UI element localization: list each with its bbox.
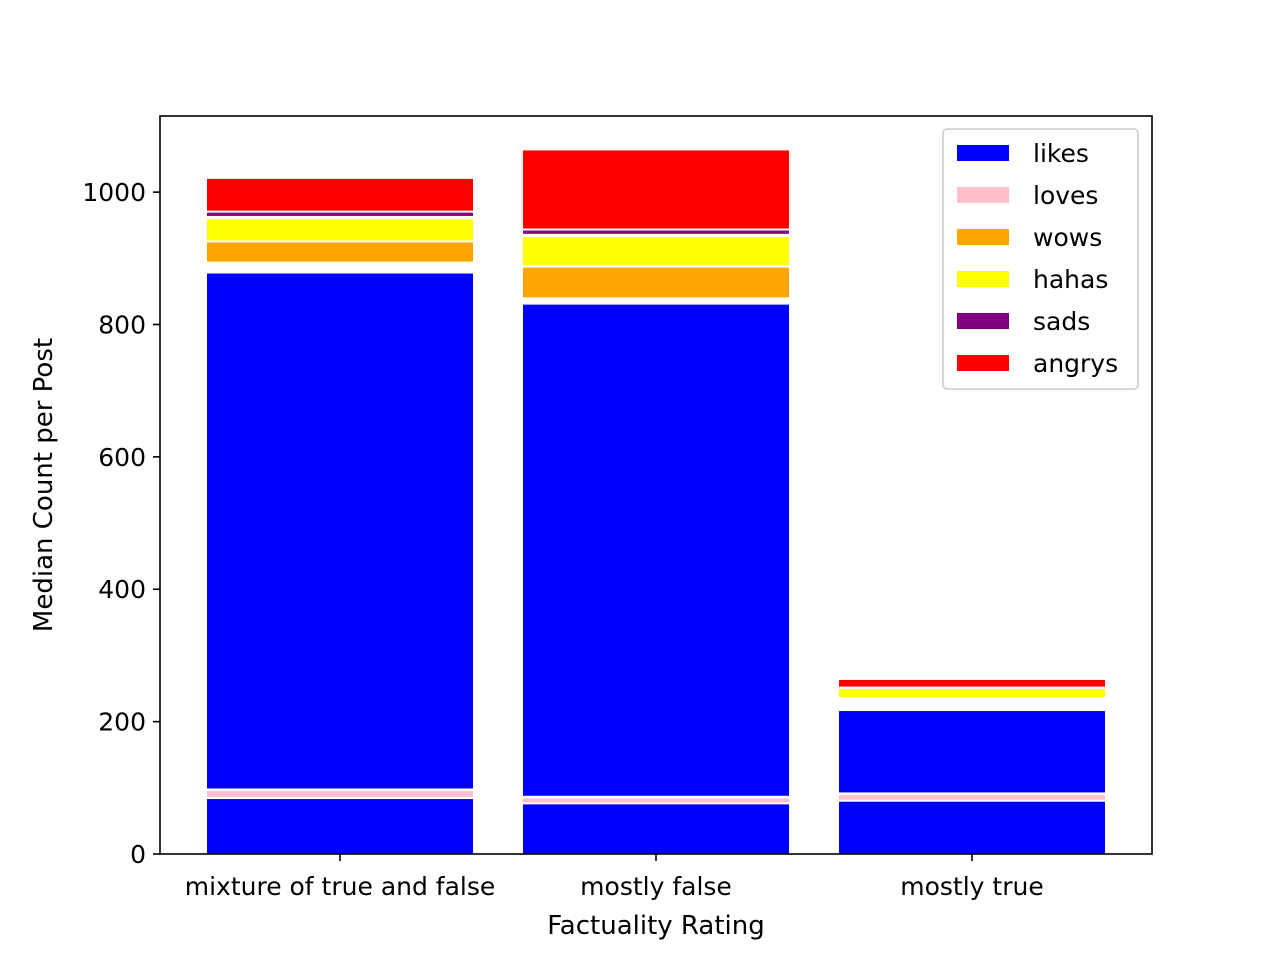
bar-segment-hahas-cat1-4 bbox=[523, 237, 789, 265]
bar-segment-likes-cat1-0 bbox=[523, 804, 789, 854]
legend-swatch-hahas bbox=[957, 271, 1009, 287]
bar-segment-sads-cat1-5 bbox=[523, 230, 789, 234]
bar-segment-likes-cat2-0 bbox=[839, 801, 1105, 854]
y-tick-label: 0 bbox=[130, 840, 146, 869]
legend-label-wows: wows bbox=[1033, 223, 1102, 252]
bar-segment-wows-cat0-3 bbox=[207, 242, 473, 262]
bar-segment-likes-cat0-0 bbox=[207, 799, 473, 854]
y-tick-label: 400 bbox=[98, 575, 146, 604]
legend-swatch-wows bbox=[957, 229, 1009, 245]
x-tick-label: mostly false bbox=[580, 872, 732, 901]
x-axis-label: Factuality Rating bbox=[547, 911, 765, 941]
legend-label-hahas: hahas bbox=[1033, 265, 1108, 294]
bar-segment-angrys-cat1-6 bbox=[523, 150, 789, 229]
legend: likes loves wows hahas sads angrys bbox=[942, 128, 1139, 390]
x-tick-label: mostly true bbox=[900, 872, 1043, 901]
y-axis-label: Median Count per Post bbox=[29, 338, 59, 632]
bar-segment-loves-cat0-1 bbox=[207, 791, 473, 798]
bar-segment-likes-cat2-2 bbox=[839, 711, 1105, 793]
bar-segment-wows-cat1-3 bbox=[523, 267, 789, 298]
bar-segment-loves-cat1-1 bbox=[523, 798, 789, 803]
legend-label-loves: loves bbox=[1033, 181, 1098, 210]
x-axis: mixture of true and false mostly false mos… bbox=[185, 854, 1044, 901]
bar-segment-likes-cat1-2 bbox=[523, 304, 789, 796]
y-tick-label: 200 bbox=[98, 708, 146, 737]
legend-label-likes: likes bbox=[1033, 139, 1089, 168]
legend-label-sads: sads bbox=[1033, 307, 1090, 336]
legend-swatch-likes bbox=[957, 145, 1009, 161]
bar-segment-hahas-cat0-4 bbox=[207, 219, 473, 241]
bar-segment-loves-cat2-1 bbox=[839, 795, 1105, 800]
bar-segment-sads-cat0-5 bbox=[207, 212, 473, 216]
legend-swatch-sads bbox=[957, 313, 1009, 329]
legend-label-angrys: angrys bbox=[1033, 349, 1118, 378]
legend-swatch-loves bbox=[957, 187, 1009, 203]
y-tick-label: 1000 bbox=[82, 178, 146, 207]
bar-segment-angrys-cat2-4 bbox=[839, 679, 1105, 687]
y-tick-label: 600 bbox=[98, 443, 146, 472]
legend-swatch-angrys bbox=[957, 355, 1009, 371]
x-tick-label: mixture of true and false bbox=[185, 872, 496, 901]
bar-segment-likes-cat0-2 bbox=[207, 273, 473, 789]
y-tick-label: 800 bbox=[98, 310, 146, 339]
y-axis: 0 200 400 600 800 1000 bbox=[82, 178, 160, 869]
bar-segment-hahas-cat2-3 bbox=[839, 689, 1105, 698]
bars-layer bbox=[207, 150, 1105, 854]
bar-segment-angrys-cat0-6 bbox=[207, 178, 473, 211]
